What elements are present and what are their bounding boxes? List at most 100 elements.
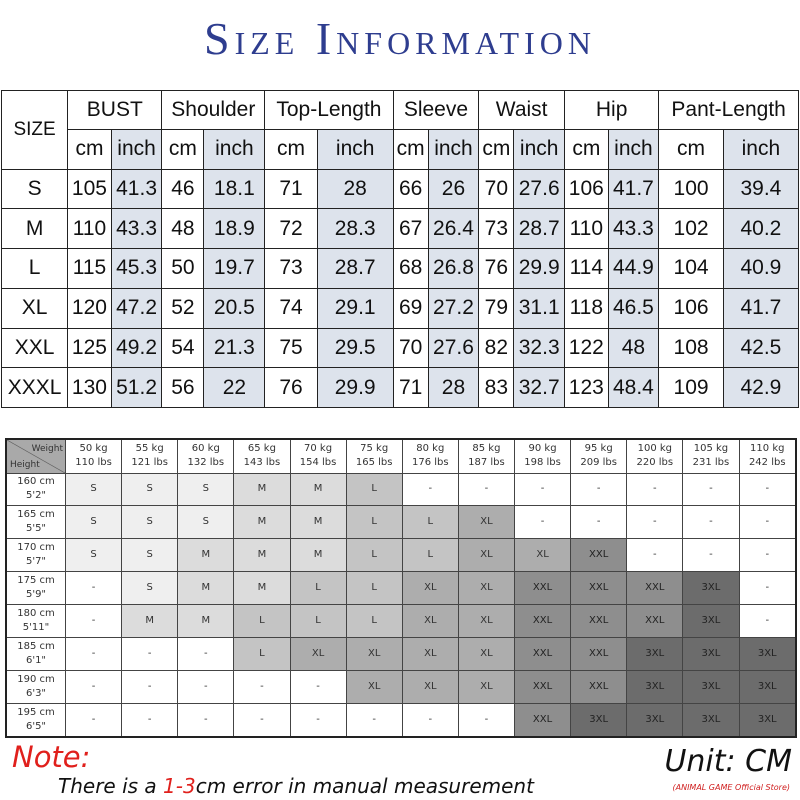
corner-header: Weight Height	[5, 438, 66, 474]
size-cell: -	[738, 505, 797, 540]
size-cell: XL	[457, 637, 516, 672]
size-cell: -	[626, 538, 684, 573]
inch-value: 48	[607, 327, 660, 369]
cm-value: 68	[392, 248, 429, 289]
weight-axis-label: Weight	[31, 444, 63, 454]
group-header: BUST	[67, 90, 163, 130]
size-row: XL 120 47.2 52 20.5 74 29.1 69 27.2 79 31.1 118 46.5…	[0, 287, 800, 329]
weight-lbs: 198 lbs	[524, 457, 561, 469]
note-label: Note:	[12, 740, 91, 774]
size-cell: -	[121, 670, 179, 704]
size-cell: -	[121, 637, 179, 672]
size-cell: L	[289, 571, 347, 606]
size-cell: XL	[345, 670, 403, 704]
note-range: 1-3	[163, 774, 196, 798]
height-row: 195 cm 6'5" - - - - - - - - XXL 3XL 3XL 3XL 3XL	[5, 702, 797, 738]
inch-value: 28.3	[316, 208, 394, 250]
unit-inch-header: inch	[722, 129, 800, 170]
size-cell: S	[64, 505, 123, 540]
size-cell: -	[682, 538, 740, 573]
weight-header: 100 kg 220 lbs	[626, 438, 684, 474]
weight-header: 60 kg 132 lbs	[177, 438, 235, 474]
inch-value: 28	[316, 168, 394, 210]
cm-value: 100	[658, 168, 724, 210]
size-cell: 3XL	[682, 604, 740, 639]
inch-value: 32.3	[513, 327, 566, 369]
size-cell: -	[738, 571, 797, 606]
note-prefix: There is a	[58, 774, 164, 798]
weight-kg: 55 kg	[135, 443, 164, 455]
size-recommendation-table: Weight Height 50 kg 110 lbs 55 kg 121 lbs 60 k…	[5, 438, 797, 738]
weight-header: 95 kg 209 lbs	[570, 438, 628, 474]
unit-label: Unit: CM	[664, 744, 792, 779]
size-cell: 3XL	[570, 702, 628, 738]
weight-kg: 110 kg	[750, 443, 785, 455]
size-cell: XL	[401, 571, 459, 606]
cm-value: 70	[478, 168, 515, 210]
unit-cm-header: cm	[392, 129, 429, 170]
size-cell: XL	[289, 637, 347, 672]
weight-lbs: 209 lbs	[580, 457, 617, 469]
height-ft: 5'11"	[22, 622, 50, 634]
group-header: Pant-Length	[658, 90, 799, 130]
size-cell: M	[233, 538, 291, 573]
weight-lbs: 187 lbs	[468, 457, 505, 469]
weight-kg: 60 kg	[191, 443, 220, 455]
size-cell: S	[121, 505, 179, 540]
size-cell: 3XL	[682, 637, 740, 672]
size-cell: XL	[401, 637, 459, 672]
cm-value: 83	[478, 367, 515, 408]
size-cell: L	[345, 538, 403, 573]
weight-lbs: 231 lbs	[692, 457, 730, 469]
weight-kg: 65 kg	[247, 443, 276, 455]
unit-cm-header: cm	[658, 129, 724, 170]
unit-inch-header: inch	[203, 129, 266, 170]
size-cell: -	[177, 637, 235, 672]
height-cm: 195 cm	[17, 706, 55, 718]
height-ft: 5'2"	[25, 490, 47, 502]
weight-lbs: 242 lbs	[748, 457, 786, 469]
weight-header: 55 kg 121 lbs	[121, 438, 179, 474]
inch-value: 46.5	[607, 287, 660, 329]
size-cell: M	[233, 505, 291, 540]
weight-lbs: 143 lbs	[243, 457, 281, 469]
height-header: 185 cm 6'1"	[5, 637, 66, 672]
size-cell: -	[738, 472, 797, 507]
size-cell: XXL	[513, 702, 572, 738]
size-cell: M	[289, 538, 347, 573]
weight-kg: 70 kg	[304, 443, 333, 455]
inch-value: 43.3	[110, 208, 163, 250]
size-cell: S	[121, 538, 179, 573]
height-row: 185 cm 6'1" - - - L XL XL XL XL XXL XXL 3XL 3XL 3XL	[5, 637, 797, 672]
store-label: (ANIMAL GAME Official Store)	[672, 783, 790, 792]
inch-value: 40.2	[722, 208, 800, 250]
height-cm: 190 cm	[17, 673, 55, 685]
weight-lbs: 176 lbs	[412, 457, 449, 469]
cm-value: 106	[658, 287, 724, 329]
size-cell: M	[233, 571, 291, 606]
size-cell: 3XL	[626, 637, 684, 672]
size-cell: S	[64, 538, 123, 573]
weight-header: 110 kg 242 lbs	[738, 438, 797, 474]
cm-value: 102	[658, 208, 724, 250]
unit-inch-header: inch	[427, 129, 480, 170]
height-row: 190 cm 6'3" - - - - - XL XL XL XXL XXL 3XL 3XL 3XL	[5, 670, 797, 704]
inch-value: 31.1	[513, 287, 566, 329]
inch-value: 45.3	[110, 248, 163, 289]
weight-lbs: 121 lbs	[131, 457, 168, 469]
inch-value: 21.3	[203, 327, 266, 369]
size-cell: -	[233, 670, 291, 704]
size-cell: M	[289, 505, 347, 540]
note-suffix: cm error in manual measurement	[195, 774, 534, 798]
cm-value: 54	[161, 327, 205, 369]
size-cell: L	[345, 472, 403, 507]
size-cell: -	[64, 637, 123, 672]
weight-kg: 105 kg	[693, 443, 729, 455]
size-cell: XXL	[513, 637, 572, 672]
height-row: 165 cm 5'5" S S S M M L L XL - - - - -	[5, 505, 797, 540]
height-row: 180 cm 5'11" - M M L L L XL XL XXL XXL XXL 3XL -	[5, 604, 797, 639]
size-cell: XXL	[570, 538, 628, 573]
size-cell: XL	[401, 670, 459, 704]
cm-value: 74	[264, 287, 318, 329]
unit-inch-header: inch	[110, 129, 163, 170]
